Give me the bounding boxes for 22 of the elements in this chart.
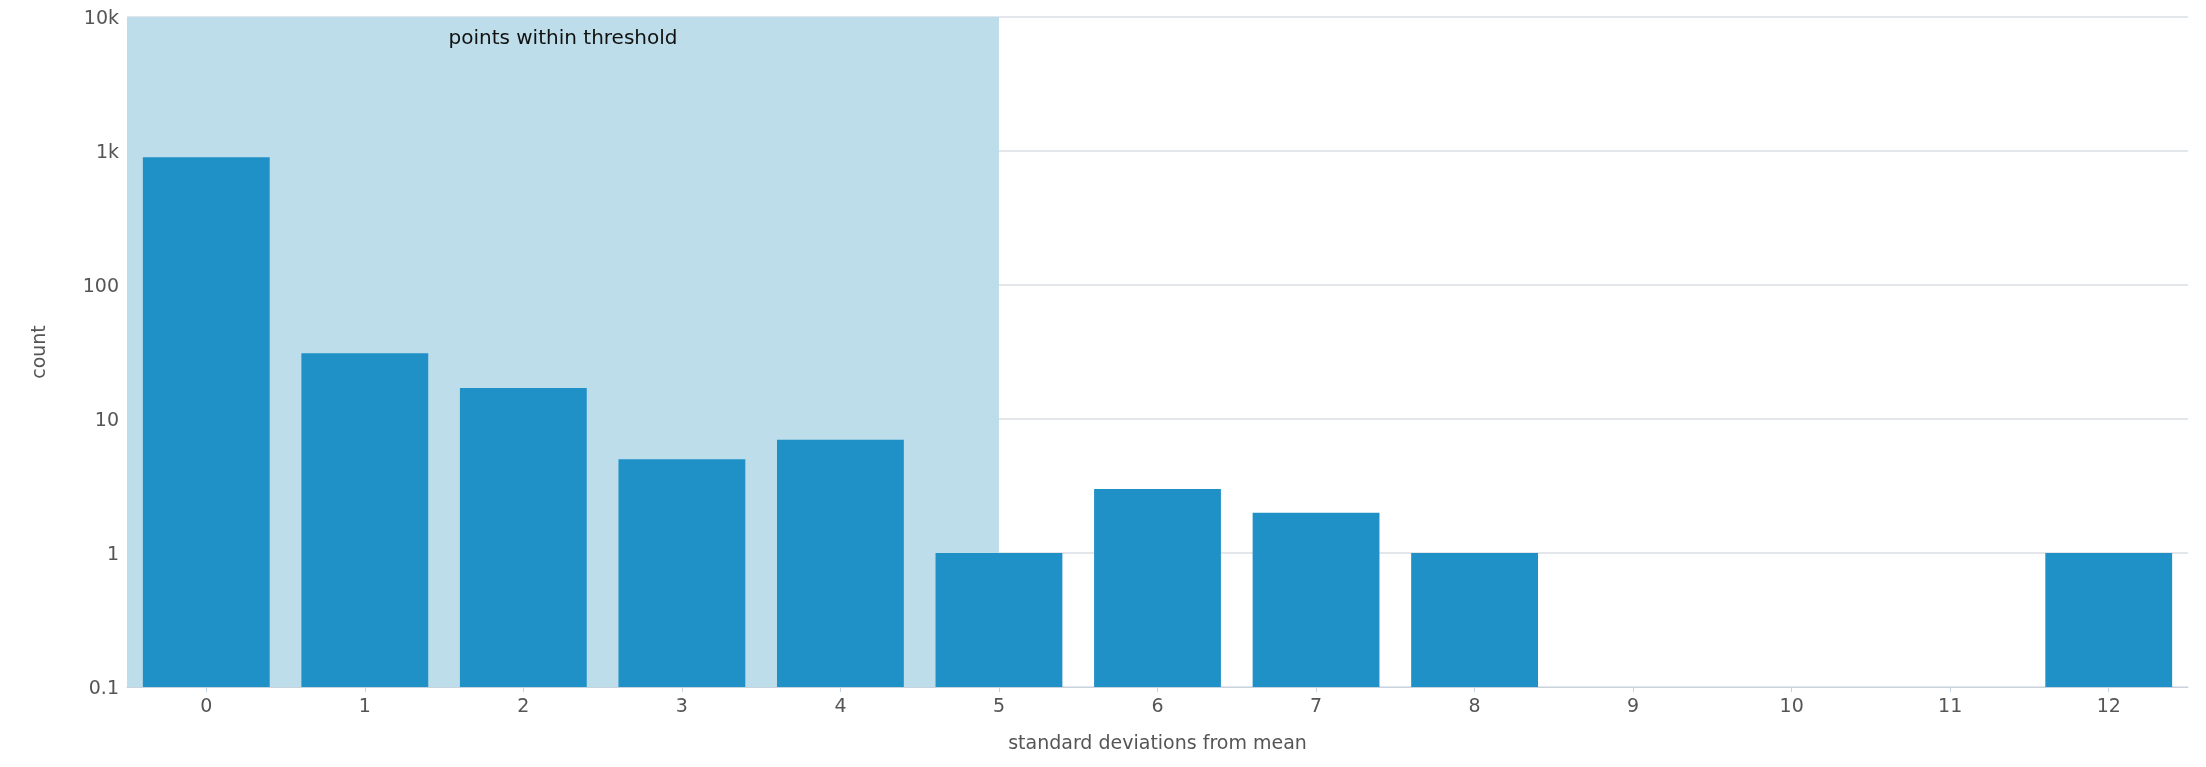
x-tick-label: 12 [2096,693,2121,716]
x-tick-label: 7 [1309,693,1323,716]
y-tick-label: 1 [106,542,119,564]
x-tick-label: 6 [1151,693,1164,716]
x-tick-label: 4 [834,693,847,716]
x-tick-label: 2 [517,693,530,716]
x-tick-label: 0 [200,693,213,716]
x-tick-label: 11 [1938,693,1963,716]
x-tick-label: 9 [1627,693,1640,716]
y-axis-title: count [26,325,49,379]
x-tick-label: 8 [1468,693,1481,716]
band-label: points within threshold [448,25,678,49]
x-tick-label: 5 [992,693,1006,716]
y-tick-label: 10k [83,6,119,28]
y-tick-label: 100 [82,274,119,296]
x-tick-label: 3 [675,693,688,716]
y-tick-label: 10 [94,408,119,430]
x-tick-label: 1 [358,693,371,716]
y-tick-label: 0.1 [88,676,119,698]
x-axis-title: standard deviations from mean [1008,730,1307,753]
x-tick-label: 10 [1779,693,1804,716]
y-tick-label: 1k [95,140,119,162]
